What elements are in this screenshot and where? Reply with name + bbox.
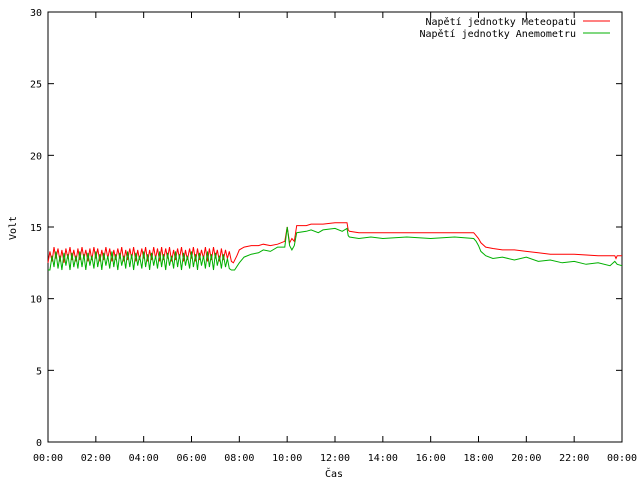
x-tick-label: 02:00 xyxy=(81,453,111,464)
legend-label-meteopat: Napětí jednotky Meteopatu xyxy=(425,16,576,28)
x-tick-label: 14:00 xyxy=(368,453,398,464)
x-axis-title: Čas xyxy=(325,467,343,480)
x-tick-label: 16:00 xyxy=(416,453,446,464)
plot-frame xyxy=(47,11,623,443)
y-tick-label: 10 xyxy=(30,295,42,306)
y-tick-label: 0 xyxy=(36,438,42,449)
x-tick-label: 00:00 xyxy=(607,453,637,464)
x-tick-label: 06:00 xyxy=(176,453,206,464)
x-tick-label: 10:00 xyxy=(272,453,302,464)
series-line-meteopat xyxy=(47,222,622,264)
y-tick-label: 30 xyxy=(30,8,42,19)
x-tick-label: 20:00 xyxy=(511,453,541,464)
y-axis-title: Volt xyxy=(8,216,19,240)
x-tick-label: 22:00 xyxy=(559,453,589,464)
y-tick-label: 5 xyxy=(36,366,42,377)
y-axis: 0 5 10 15 20 25 30 xyxy=(30,8,622,449)
series-line-anemometr xyxy=(48,226,623,271)
x-tick-label: 12:00 xyxy=(320,453,350,464)
legend: Napětí jednotky Meteopatu Napětí jednotk… xyxy=(419,16,610,40)
x-tick-label: 04:00 xyxy=(129,453,159,464)
x-axis: 00:00 02:00 04:00 06:00 08:00 10:00 12:00 14:00… xyxy=(33,12,637,464)
y-tick-label: 20 xyxy=(30,151,42,162)
series-layer xyxy=(47,222,623,271)
x-tick-label: 18:00 xyxy=(463,453,493,464)
legend-label-anemometr: Napětí jednotky Anemometru xyxy=(419,28,576,40)
y-tick-label: 25 xyxy=(30,80,42,91)
y-tick-label: 15 xyxy=(30,223,42,234)
x-tick-label: 00:00 xyxy=(33,453,63,464)
x-tick-label: 08:00 xyxy=(224,453,254,464)
